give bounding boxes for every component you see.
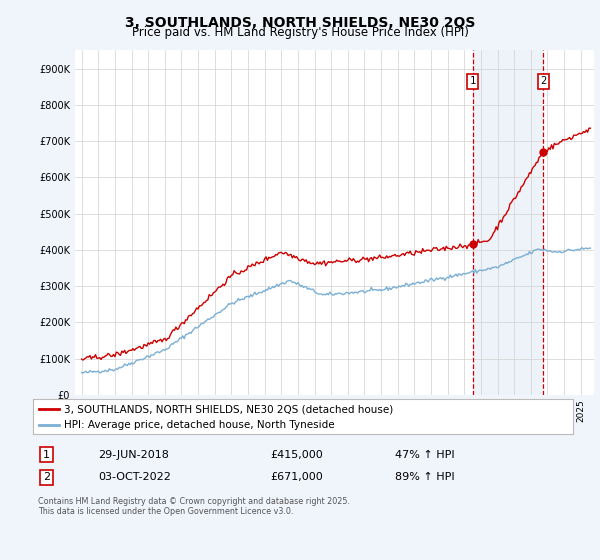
Text: 1: 1 (469, 76, 476, 86)
Text: £671,000: £671,000 (271, 473, 323, 482)
Text: 2: 2 (540, 76, 547, 86)
Text: 1: 1 (43, 450, 50, 460)
Text: 2: 2 (43, 473, 50, 482)
Text: Price paid vs. HM Land Registry's House Price Index (HPI): Price paid vs. HM Land Registry's House … (131, 26, 469, 39)
Text: Contains HM Land Registry data © Crown copyright and database right 2025.
This d: Contains HM Land Registry data © Crown c… (38, 497, 350, 516)
Text: 03-OCT-2022: 03-OCT-2022 (98, 473, 170, 482)
Text: 3, SOUTHLANDS, NORTH SHIELDS, NE30 2QS: 3, SOUTHLANDS, NORTH SHIELDS, NE30 2QS (125, 16, 475, 30)
Text: £415,000: £415,000 (271, 450, 323, 460)
Text: 3, SOUTHLANDS, NORTH SHIELDS, NE30 2QS (detached house): 3, SOUTHLANDS, NORTH SHIELDS, NE30 2QS (… (64, 404, 394, 414)
Text: 29-JUN-2018: 29-JUN-2018 (98, 450, 169, 460)
Text: 47% ↑ HPI: 47% ↑ HPI (395, 450, 454, 460)
Text: HPI: Average price, detached house, North Tyneside: HPI: Average price, detached house, Nort… (64, 421, 335, 430)
Bar (473, 50, 543, 395)
Text: 89% ↑ HPI: 89% ↑ HPI (395, 473, 454, 482)
